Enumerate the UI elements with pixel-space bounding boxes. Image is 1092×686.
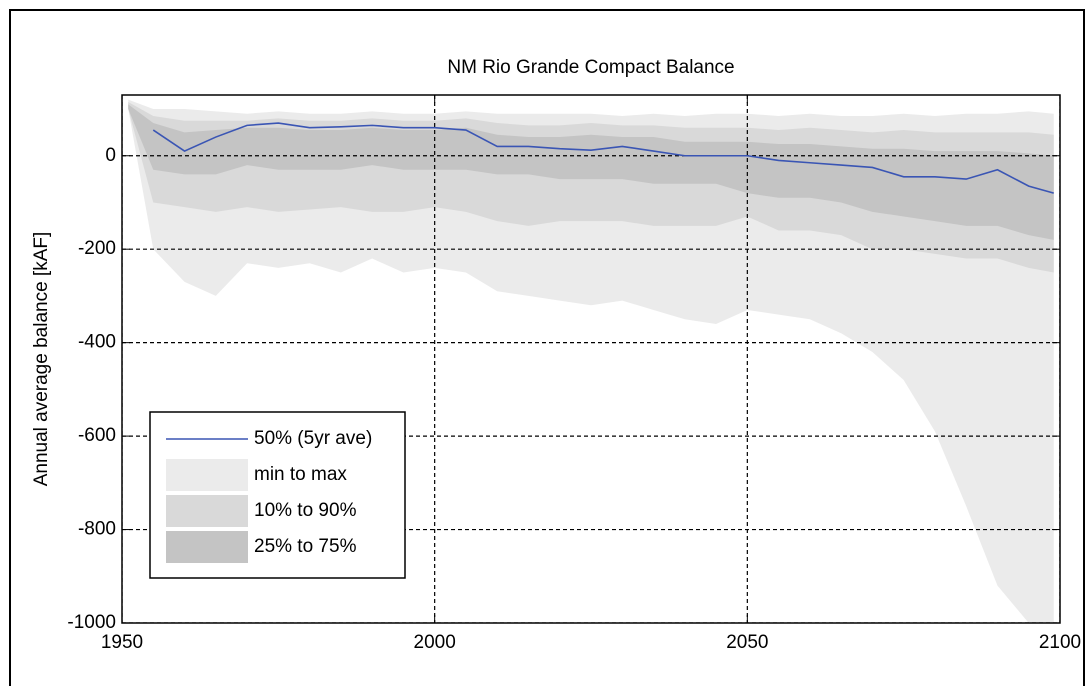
y-tick-label: 0 xyxy=(105,145,116,166)
y-tick-label: -1000 xyxy=(67,612,116,633)
y-tick-label: -600 xyxy=(78,425,116,446)
legend-label: 25% to 75% xyxy=(254,536,357,557)
legend-swatch xyxy=(166,495,248,527)
x-tick-label: 2050 xyxy=(726,632,768,653)
median-line xyxy=(152,122,1054,194)
x-tick-label: 2100 xyxy=(1039,632,1081,653)
legend-label: min to max xyxy=(254,464,347,485)
axes-box xyxy=(121,94,1061,624)
x-tick-label: 2000 xyxy=(414,632,456,653)
x-tick-label: 1950 xyxy=(101,632,143,653)
legend-swatch xyxy=(166,531,248,563)
legend-label: 10% to 90% xyxy=(254,500,357,521)
y-axis-label: Annual average balance [kAF] xyxy=(31,232,52,487)
y-tick-label: -800 xyxy=(78,519,116,540)
legend-swatch xyxy=(166,459,248,491)
chart-title: NM Rio Grande Compact Balance xyxy=(447,57,734,78)
y-tick-label: -200 xyxy=(78,238,116,259)
legend-label: 50% (5yr ave) xyxy=(254,428,372,449)
y-tick-label: -400 xyxy=(78,332,116,353)
band-area xyxy=(128,104,1054,240)
